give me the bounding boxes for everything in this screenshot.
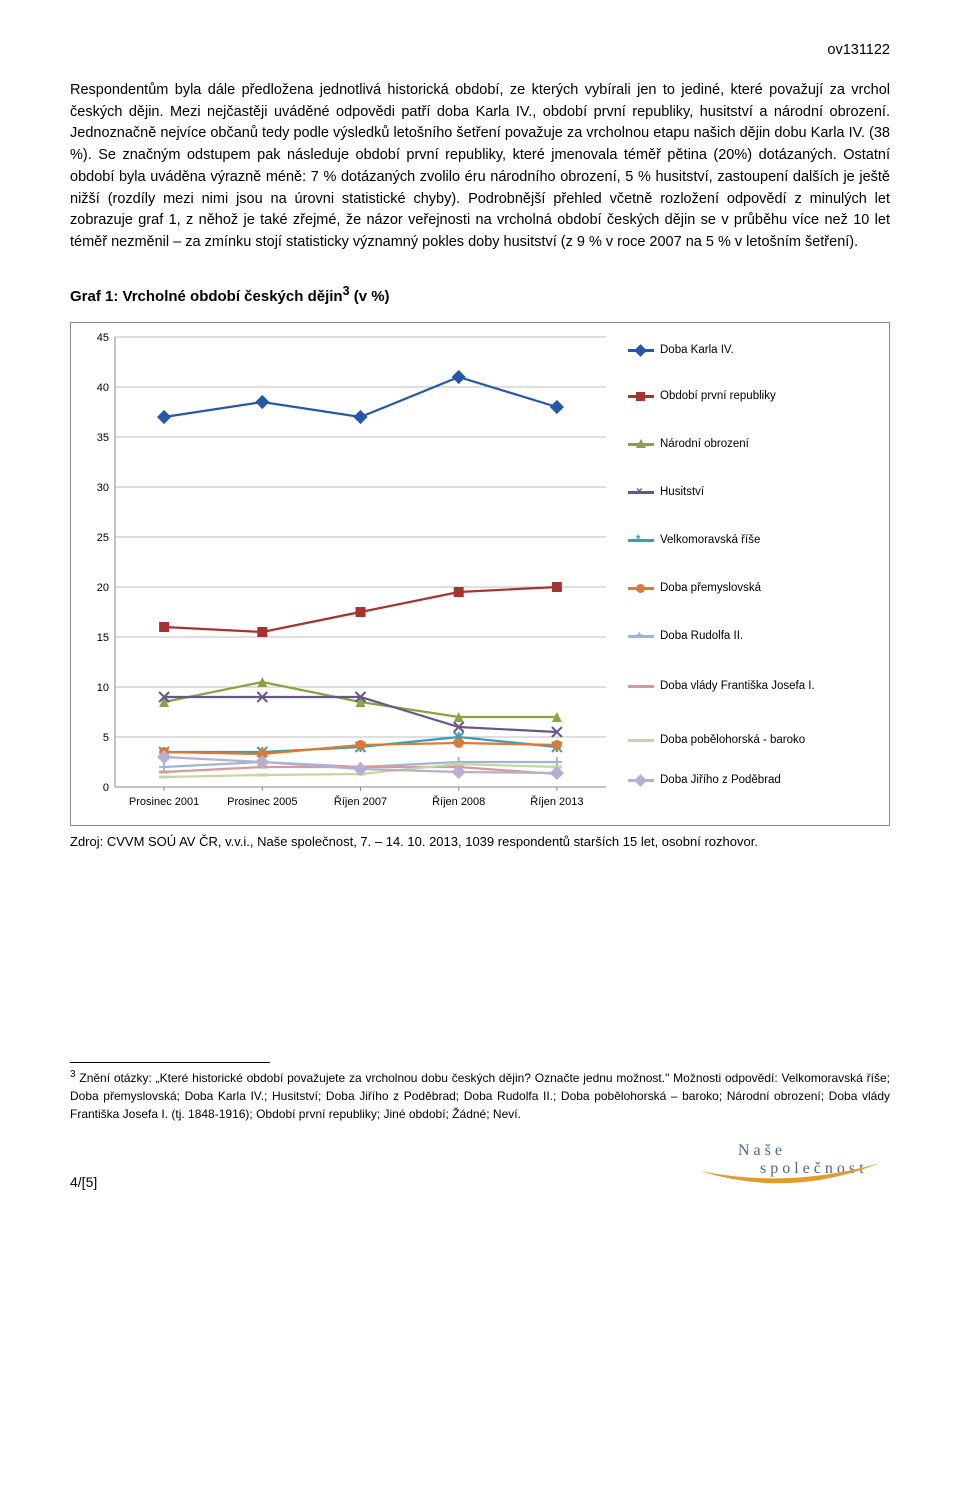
svg-text:Říjen 2013: Říjen 2013 bbox=[530, 795, 583, 808]
legend-item: +Doba Rudolfa II. bbox=[628, 619, 879, 653]
svg-text:Říjen 2007: Říjen 2007 bbox=[334, 795, 387, 808]
legend-label: Období první republiky bbox=[660, 388, 776, 405]
legend-item: Období první republiky bbox=[628, 379, 879, 413]
legend-label: Doba přemyslovská bbox=[660, 580, 761, 597]
footnote-text: Znění otázky: „Které historické období p… bbox=[70, 1071, 890, 1121]
legend-label: Doba Jiřího z Poděbrad bbox=[660, 772, 781, 789]
line-chart: 0 5 10 15 20 25 30 35 40 45 Prosinec 2001 Prosinec … bbox=[81, 327, 616, 817]
legend-label: Doba pobělohorská - baroko bbox=[660, 732, 805, 749]
legend-item: –Doba vlády Františka Josefa I. bbox=[628, 665, 879, 707]
svg-text:10: 10 bbox=[97, 682, 109, 694]
footnote: 3 Znění otázky: „Které historické období… bbox=[70, 1067, 890, 1123]
legend-item: ×Husitství bbox=[628, 475, 879, 509]
legend-label: Doba Rudolfa II. bbox=[660, 628, 743, 645]
legend-item: Doba Jiřího z Poděbrad bbox=[628, 763, 879, 797]
footnote-separator bbox=[70, 1062, 270, 1063]
legend-label: Husitství bbox=[660, 484, 704, 501]
legend-label: Velkomoravská říše bbox=[660, 532, 760, 549]
svg-text:20: 20 bbox=[97, 582, 109, 594]
svg-text:Říjen 2008: Říjen 2008 bbox=[432, 795, 485, 808]
legend-item: *Velkomoravská říše bbox=[628, 523, 879, 557]
legend-label: Národní obrození bbox=[660, 436, 749, 453]
legend-label: Doba Karla IV. bbox=[660, 342, 734, 359]
chart-legend: Doba Karla IV. Období první republiky Náro… bbox=[616, 327, 879, 817]
legend-item: –Doba pobělohorská - baroko bbox=[628, 723, 879, 757]
logo-text-bottom: s p o l e č n o s t bbox=[760, 1160, 864, 1177]
svg-text:25: 25 bbox=[97, 532, 109, 544]
svg-text:45: 45 bbox=[97, 332, 109, 344]
logo-text-top: N a š e bbox=[738, 1142, 782, 1159]
svg-text:30: 30 bbox=[97, 482, 109, 494]
svg-text:15: 15 bbox=[97, 632, 109, 644]
legend-item: Národní obrození bbox=[628, 427, 879, 461]
svg-text:35: 35 bbox=[97, 432, 109, 444]
chart-source: Zdroj: CVVM SOÚ AV ČR, v.v.i., Naše spol… bbox=[70, 832, 890, 852]
logo: N a š e s p o l e č n o s t bbox=[670, 1133, 890, 1193]
chart-container: 0 5 10 15 20 25 30 35 40 45 Prosinec 2001 Prosinec … bbox=[70, 322, 890, 826]
chart-title-sup: 3 bbox=[343, 284, 350, 298]
svg-text:Prosinec 2005: Prosinec 2005 bbox=[227, 796, 297, 808]
body-paragraph: Respondentům byla dále předložena jednot… bbox=[70, 80, 890, 254]
svg-text:Prosinec 2001: Prosinec 2001 bbox=[129, 796, 199, 808]
chart-title-suffix: (v %) bbox=[350, 288, 390, 305]
page-number: 4/[5] bbox=[70, 1172, 97, 1193]
chart-title: Graf 1: Vrcholné období českých dějin3 (… bbox=[70, 282, 890, 309]
svg-text:5: 5 bbox=[103, 732, 109, 744]
chart-title-text: Graf 1: Vrcholné období českých dějin bbox=[70, 288, 343, 305]
legend-item: Doba Karla IV. bbox=[628, 333, 879, 367]
legend-item: Doba přemyslovská bbox=[628, 571, 879, 605]
document-id: ov131122 bbox=[70, 40, 890, 62]
svg-text:0: 0 bbox=[103, 782, 109, 794]
svg-text:40: 40 bbox=[97, 382, 109, 394]
legend-label: Doba vlády Františka Josefa I. bbox=[660, 678, 815, 695]
